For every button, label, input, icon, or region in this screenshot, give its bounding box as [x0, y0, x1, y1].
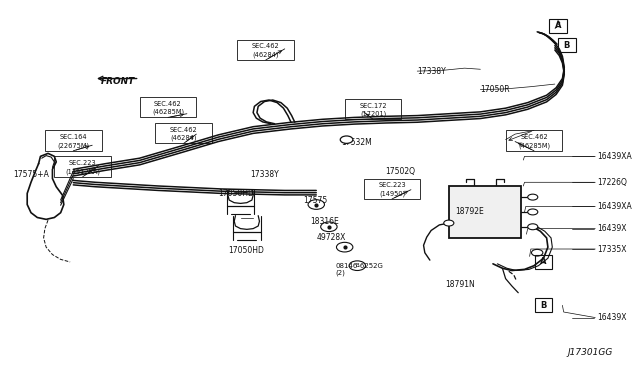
- Bar: [558, 38, 575, 52]
- Text: 16439XA: 16439XA: [597, 202, 632, 211]
- Circle shape: [528, 209, 538, 215]
- Text: 16439XA: 16439XA: [597, 152, 632, 161]
- Circle shape: [528, 224, 538, 230]
- Text: FRONT: FRONT: [100, 77, 134, 86]
- Text: (17201): (17201): [360, 111, 386, 117]
- Text: SEC.462: SEC.462: [170, 127, 198, 133]
- Text: (46285M): (46285M): [152, 109, 184, 115]
- Text: 16439X: 16439X: [597, 224, 627, 233]
- Text: B: B: [564, 41, 570, 50]
- Text: (46285M): (46285M): [518, 142, 550, 149]
- Bar: [449, 186, 522, 238]
- Text: J17301GG: J17301GG: [568, 348, 613, 357]
- Circle shape: [340, 136, 353, 143]
- Text: A: A: [540, 257, 547, 266]
- Text: SEC.462: SEC.462: [252, 43, 280, 49]
- Text: SEC.223: SEC.223: [69, 160, 97, 166]
- Text: 17226Q: 17226Q: [597, 178, 627, 187]
- Bar: [156, 123, 212, 143]
- Text: SEC.462: SEC.462: [154, 101, 182, 107]
- Bar: [549, 19, 567, 33]
- Text: 16439X: 16439X: [597, 313, 627, 322]
- Text: A: A: [555, 22, 561, 31]
- Text: B: B: [540, 301, 547, 310]
- Text: 17335X: 17335X: [597, 244, 627, 253]
- Bar: [506, 131, 563, 151]
- Bar: [140, 97, 196, 118]
- Bar: [54, 156, 111, 177]
- Text: 18792E: 18792E: [455, 208, 484, 217]
- Text: 17532M: 17532M: [342, 138, 372, 147]
- Bar: [534, 298, 552, 312]
- Text: B: B: [355, 263, 359, 268]
- Text: SEC.462: SEC.462: [520, 134, 548, 140]
- Text: 18791N: 18791N: [445, 280, 476, 289]
- Circle shape: [444, 220, 454, 226]
- Text: 17338Y: 17338Y: [417, 67, 446, 76]
- Text: 18316E: 18316E: [310, 217, 339, 226]
- Text: SEC.172: SEC.172: [359, 103, 387, 109]
- Bar: [237, 39, 294, 60]
- Text: (14912RA): (14912RA): [65, 168, 100, 175]
- Bar: [364, 179, 420, 199]
- Text: 08146-6252G
(2): 08146-6252G (2): [335, 263, 383, 276]
- Text: 17050R: 17050R: [481, 85, 510, 94]
- Bar: [45, 131, 102, 151]
- Bar: [345, 99, 401, 119]
- Text: 17050HD: 17050HD: [218, 189, 254, 198]
- Text: (14950): (14950): [379, 190, 405, 197]
- Text: (22675M): (22675M): [57, 142, 90, 149]
- Text: (46284): (46284): [253, 51, 279, 58]
- Text: 17502Q: 17502Q: [386, 167, 416, 176]
- Text: 17338Y: 17338Y: [250, 170, 279, 179]
- Text: 17575+A: 17575+A: [13, 170, 49, 179]
- Text: 17050HD: 17050HD: [228, 246, 264, 255]
- Circle shape: [528, 194, 538, 200]
- Bar: [534, 255, 552, 269]
- Text: 17575: 17575: [303, 196, 328, 205]
- Text: 49728X: 49728X: [316, 233, 346, 243]
- Text: SEC.164: SEC.164: [60, 134, 87, 140]
- Text: SEC.223: SEC.223: [378, 182, 406, 188]
- Text: (46284): (46284): [170, 135, 197, 141]
